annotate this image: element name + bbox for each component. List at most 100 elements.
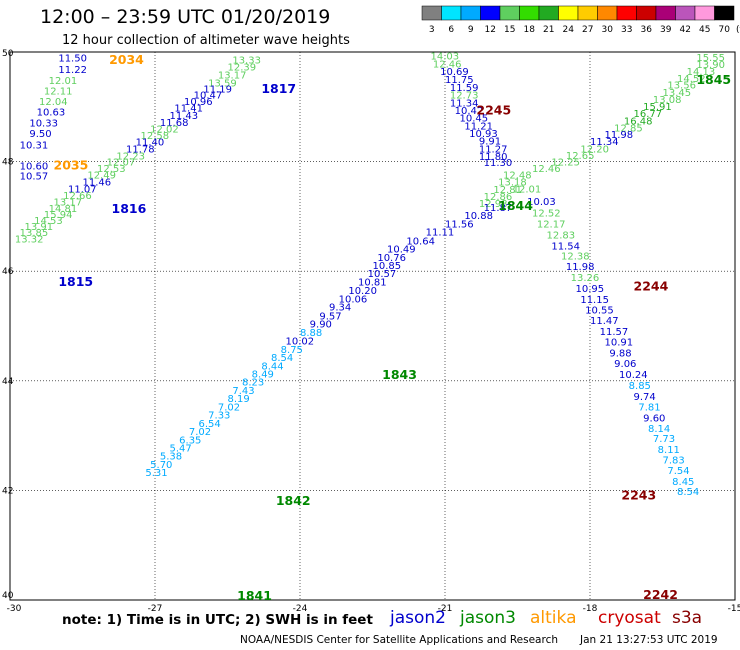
legend-jason3: jason3 (460, 608, 516, 628)
colorbar-tick: 30 (602, 25, 614, 35)
wave-height-label: 9.90 (310, 320, 332, 331)
wave-height-label: 8.45 (672, 477, 694, 488)
map-frame (9, 51, 736, 601)
map-grid: -30 -27 -24 -21 -18 -15 50 48 46 44 42 40 (2, 49, 740, 614)
wave-height-label: 8.23 (242, 378, 264, 389)
wave-height-label: 10.95 (576, 284, 605, 295)
wave-height-label: 10.91 (605, 338, 634, 349)
latitude-tick: 50 (2, 49, 14, 59)
colorbar-swatch (694, 5, 715, 21)
wave-height-label: 12.85 (614, 123, 643, 134)
wave-height-label: 11.80 (479, 152, 508, 163)
colorbar-tick: 3 (429, 25, 435, 35)
wave-height-label: 5.47 (170, 443, 192, 454)
wave-height-label: 5.31 (145, 468, 167, 479)
colorbar-tick: 39 (660, 25, 672, 35)
colorbar-unit: (ft) (736, 25, 740, 35)
colorbar-tick: 36 (641, 25, 653, 35)
wave-height-label: 7.43 (232, 386, 254, 397)
colorbar-swatch (577, 5, 598, 21)
wave-height-label: 14.13 (687, 67, 716, 78)
wave-height-label: 11.21 (464, 121, 493, 132)
pass-time-label: 2242 (643, 587, 678, 602)
wave-height-label: 12.52 (532, 208, 561, 219)
colorbar-tick: 70 (719, 25, 731, 35)
wave-height-label: 13.91 (25, 222, 54, 233)
wave-height-label: 10.45 (460, 114, 489, 125)
pass-time-label: 2245 (476, 102, 511, 117)
wave-height-label: 13.59 (208, 79, 237, 90)
wave-height-label: 12.49 (87, 171, 116, 182)
wave-height-label: 12.07 (107, 157, 136, 168)
pass-time-label: 1816 (112, 201, 147, 216)
colorbar-tick: 9 (468, 25, 474, 35)
wave-height-label: 12.38 (561, 252, 590, 263)
wave-height-label: 14.53 (34, 216, 63, 227)
wave-height-label: 8.88 (300, 328, 322, 339)
wave-height-label: 10.57 (368, 269, 397, 280)
wave-height-label: 10.69 (440, 67, 469, 78)
wave-height-label: 9.34 (329, 303, 351, 314)
wave-height-label: 10.81 (358, 277, 387, 288)
map-subtitle: 12 hour collection of altimeter wave hei… (62, 33, 350, 48)
wave-height-label: 13.08 (653, 95, 682, 106)
wave-height-label: 11.59 (450, 83, 479, 94)
colorbar-swatch (480, 5, 501, 21)
wave-height-label: 12.46 (532, 164, 561, 175)
wave-height-label: 11.75 (445, 75, 474, 86)
pass-time-label: 2243 (621, 488, 656, 503)
colorbar-tick: 42 (680, 25, 691, 35)
footer-credit: NOAA/NESDIS Center for Satellite Applica… (240, 634, 558, 646)
legend-s3a: s3a (672, 608, 703, 628)
wave-height-label: 10.63 (37, 108, 66, 119)
wave-height-label: 13.32 (15, 235, 44, 246)
wave-height-label: 12.25 (551, 157, 580, 168)
wave-height-label: 9.91 (479, 137, 501, 148)
colorbar-tick: 12 (485, 25, 496, 35)
wave-height-label: 16.48 (624, 116, 653, 127)
colorbar-swatch (421, 5, 442, 21)
wave-height-label: 10.20 (348, 286, 377, 297)
wave-height-label: 12.98 (479, 199, 508, 210)
observation-layer: 11.5011.2212.0112.1112.0410.6310.339.501… (15, 52, 725, 498)
pass-time-label: 1843 (382, 367, 417, 382)
longitude-tick: -18 (583, 604, 598, 614)
wave-height-label: 8.11 (658, 445, 680, 456)
wave-height-label: 13.56 (667, 81, 696, 92)
wave-height-label: 10.60 (20, 161, 49, 172)
longitude-tick: -15 (728, 604, 740, 614)
wave-height-label: 8.19 (228, 394, 250, 405)
colorbar-swatch (597, 5, 618, 21)
wave-height-label: 11.19 (203, 85, 232, 96)
wave-height-label: 9.57 (319, 311, 341, 322)
wave-height-label: 11.68 (160, 118, 189, 129)
latitude-tick: 42 (2, 486, 13, 496)
wave-height-label: 14.52 (677, 74, 706, 85)
wave-height-label: 12.86 (484, 192, 513, 203)
wave-height-label: 12.58 (141, 131, 170, 142)
wave-height-label: 11.30 (484, 158, 513, 169)
wave-height-label: 12.04 (39, 97, 68, 108)
wave-height-label: 9.06 (614, 359, 636, 370)
colorbar-swatch (714, 5, 735, 21)
pass-time-label: 2034 (109, 52, 144, 67)
wave-height-label: 10.42 (455, 106, 484, 117)
wave-height-label: 8.49 (252, 370, 274, 381)
wave-height-label: 9.50 (29, 129, 51, 140)
colorbar-swatch (655, 5, 676, 21)
wave-height-label: 11.98 (566, 262, 595, 273)
wave-height-label: 12.46 (433, 59, 462, 70)
wave-height-label: 13.90 (696, 60, 725, 71)
wave-height-label: 7.33 (208, 411, 230, 422)
wave-height-label: 14.81 (49, 204, 78, 215)
wave-height-label: 10.49 (387, 245, 416, 256)
wave-height-label: 10.47 (194, 91, 223, 102)
wave-height-label: 12.65 (566, 151, 595, 162)
wave-height-label: 8.85 (629, 381, 651, 392)
wave-height-label: 10.31 (20, 140, 49, 151)
wave-height-label: 15.91 (643, 102, 672, 113)
wave-height-label: 10.76 (377, 253, 406, 264)
longitude-tick: -27 (148, 604, 163, 614)
longitude-tick: -21 (438, 604, 453, 614)
